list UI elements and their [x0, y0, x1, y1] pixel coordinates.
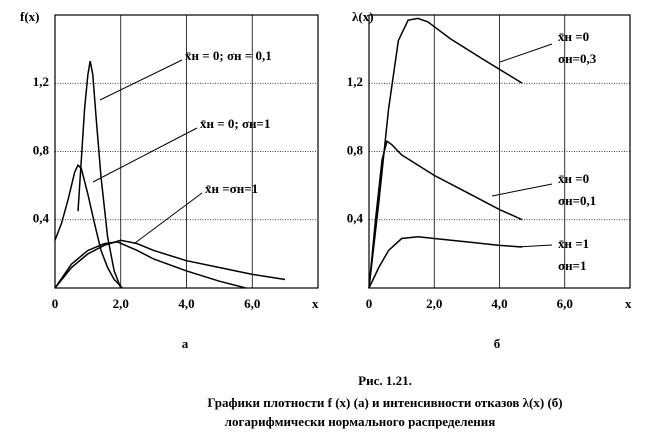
x-tick-label: 6,0	[557, 296, 573, 311]
curve	[77, 60, 122, 289]
x-tick-label: 6,0	[244, 296, 260, 311]
x-tick-label: 0	[366, 296, 373, 311]
curve	[368, 140, 523, 289]
x-tick-label: 2,0	[113, 296, 129, 311]
caption-line: Графики плотности f (x) (а) и интенсивно…	[207, 395, 562, 410]
leader-line	[499, 43, 553, 63]
panel-label: б	[494, 336, 501, 351]
y-tick-label: 0,8	[347, 142, 364, 157]
annotation: σн=1	[558, 258, 586, 273]
caption-line: Рис. 1.21.	[358, 373, 412, 388]
x-axis-label: x	[312, 296, 319, 311]
annotation: σн=0,1	[558, 193, 596, 208]
annotation: x̄н = 0; σн = 0,1	[185, 48, 272, 63]
caption-line: логарифмически нормального распределения	[225, 414, 496, 429]
leader-line	[516, 244, 553, 248]
y-tick-label: 0,4	[33, 211, 50, 226]
annotation: x̄н =0	[558, 29, 589, 44]
annotation: x̄н =0	[558, 171, 589, 186]
x-tick-label: 2,0	[426, 296, 442, 311]
curve	[54, 163, 123, 289]
x-tick-label: 4,0	[178, 296, 194, 311]
leader-line	[92, 127, 198, 183]
x-tick-label: 0	[52, 296, 59, 311]
leader-line	[491, 183, 553, 197]
panel-label: а	[182, 336, 189, 351]
x-tick-label: 4,0	[491, 296, 507, 311]
annotation: x̄н =σн=1	[205, 181, 258, 196]
y-tick-label: 1,2	[33, 74, 49, 89]
leader-line	[134, 192, 203, 244]
y-tick-label: 0,8	[33, 142, 50, 157]
x-axis-label: x	[625, 296, 632, 311]
curve	[54, 239, 286, 289]
y-tick-label: 1,2	[347, 74, 363, 89]
y-axis-label: λ(x)	[352, 9, 374, 24]
leader-line	[99, 59, 183, 101]
annotation: x̄н = 0; σн=1	[200, 116, 270, 131]
curve	[368, 236, 523, 289]
annotation: σн=0,3	[558, 51, 597, 66]
curve	[54, 241, 246, 289]
y-axis-label: f(x)	[20, 9, 40, 24]
annotation: x̄н =1	[558, 236, 589, 251]
y-tick-label: 0,4	[347, 211, 364, 226]
